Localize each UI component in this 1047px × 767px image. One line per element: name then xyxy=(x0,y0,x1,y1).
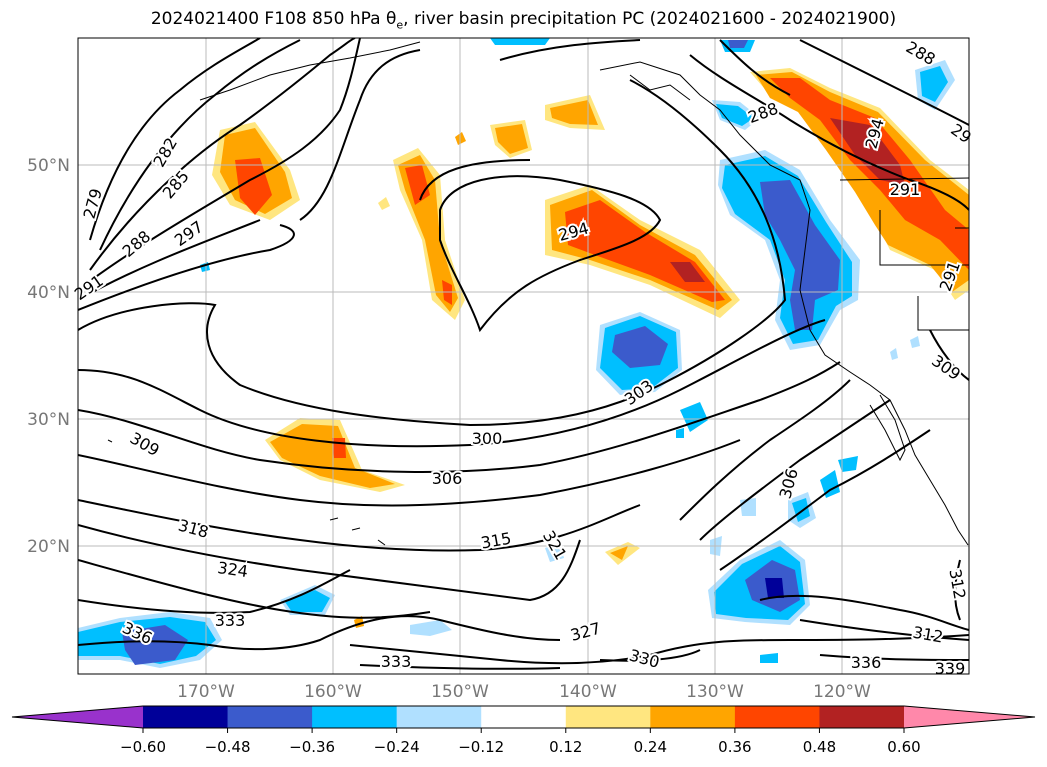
colorbar-extend-under xyxy=(12,706,143,728)
contour-label: 333 xyxy=(215,611,246,630)
lat-tick-30: 30°N xyxy=(27,410,70,430)
coastlines xyxy=(107,41,969,546)
colorbar-extend-over xyxy=(904,706,1035,728)
lon-tick-120w: 120°W xyxy=(813,682,871,702)
colorbar-tick-label: −0.24 xyxy=(374,738,420,756)
lon-tick-150w: 150°W xyxy=(431,682,489,702)
colorbar-bin xyxy=(819,706,905,728)
lon-tick-labels: 170°W 160°W 150°W 140°W 130°W 120°W xyxy=(177,682,871,702)
colorbar-bin xyxy=(143,706,229,728)
colorbar-tick-label: −0.60 xyxy=(120,738,166,756)
colorbar-tick-label: 0.12 xyxy=(549,738,582,756)
title-rest: , river basin precipitation PC (20240216… xyxy=(403,9,897,29)
contour-label: 306 xyxy=(432,469,463,488)
colorbar-bin xyxy=(481,706,567,728)
colorbar-bin xyxy=(396,706,482,728)
lon-tick-160w: 160°W xyxy=(304,682,362,702)
lat-tick-20: 20°N xyxy=(27,537,70,557)
colorbar-tick-label: −0.48 xyxy=(205,738,251,756)
colorbar-bin xyxy=(565,706,651,728)
contour-label: 300 xyxy=(472,429,503,448)
map-title: 2024021400 F108 850 hPa θe, river basin … xyxy=(0,9,1047,31)
precip-shading xyxy=(78,38,969,668)
colorbar-tick-label: −0.12 xyxy=(458,738,504,756)
colorbar-tick-label: −0.36 xyxy=(289,738,335,756)
lon-tick-170w: 170°W xyxy=(177,682,235,702)
graticule xyxy=(78,38,969,674)
colorbar-bin xyxy=(734,706,820,728)
colorbar-bin xyxy=(650,706,736,728)
colorbar-bin xyxy=(227,706,313,728)
colorbar-tick-label: 0.60 xyxy=(887,738,920,756)
contour-label: 336 xyxy=(851,653,882,672)
contour-label: 291 xyxy=(890,180,921,199)
title-subscript: e xyxy=(396,18,404,32)
colorbar-tick-label: 0.36 xyxy=(718,738,751,756)
title-main: 2024021400 F108 850 hPa θ xyxy=(150,9,397,29)
lat-tick-labels: 50°N 40°N 30°N 20°N xyxy=(27,156,70,557)
colorbar: −0.60 −0.48 −0.36 −0.24 −0.12 0.12 0.24 0.36 0.4… xyxy=(11,705,1036,756)
map-frame xyxy=(77,37,970,675)
lon-tick-140w: 140°W xyxy=(559,682,617,702)
lat-tick-40: 40°N xyxy=(27,283,70,303)
colorbar-bin xyxy=(312,706,398,728)
lat-tick-50: 50°N xyxy=(27,156,70,176)
contour-label: 339 xyxy=(935,659,966,678)
contour-label: 333 xyxy=(381,652,412,671)
theta-e-contours xyxy=(78,38,969,670)
colorbar-tick-label: 0.48 xyxy=(803,738,836,756)
lon-tick-130w: 130°W xyxy=(686,682,744,702)
colorbar-tick-label: 0.24 xyxy=(634,738,667,756)
